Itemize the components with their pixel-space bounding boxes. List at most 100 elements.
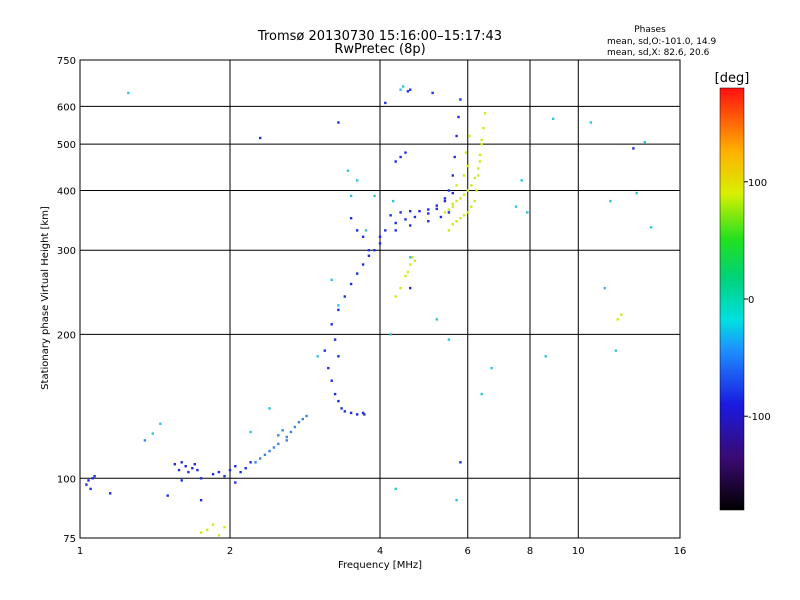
data-point	[109, 492, 112, 495]
data-point	[643, 140, 646, 144]
data-point	[394, 221, 397, 225]
data-point	[451, 205, 454, 208]
data-point	[389, 333, 392, 336]
data-point	[159, 422, 162, 425]
data-point	[462, 214, 466, 217]
data-point	[196, 468, 199, 472]
data-point	[93, 475, 96, 478]
data-point	[427, 208, 430, 211]
data-point	[394, 487, 397, 491]
data-point	[343, 410, 346, 413]
x-tick-label: 4	[377, 546, 383, 557]
x-tick-label: 10	[572, 546, 585, 557]
data-point	[480, 138, 483, 142]
chart-title: Tromsø 20130730 15:16:00–15:17:43	[257, 29, 502, 44]
y-tick-label: 200	[57, 330, 76, 341]
x-tick-label: 2	[227, 546, 233, 557]
data-point	[330, 379, 333, 382]
plot-grid	[80, 60, 680, 538]
data-point	[406, 270, 410, 274]
data-point	[180, 461, 183, 464]
data-point	[443, 199, 447, 203]
data-point	[399, 211, 402, 214]
data-point	[327, 366, 330, 370]
data-point	[520, 179, 523, 182]
x-tick-label: 16	[674, 546, 687, 557]
data-point	[482, 127, 485, 130]
data-point	[337, 399, 340, 403]
y-tick-label: 750	[57, 56, 76, 67]
data-point	[401, 85, 405, 88]
data-point	[244, 467, 247, 470]
data-point	[343, 295, 346, 298]
data-point	[435, 318, 438, 321]
data-point	[254, 461, 257, 464]
data-point	[259, 457, 262, 460]
data-point	[277, 442, 280, 446]
data-point	[632, 147, 635, 150]
data-point	[418, 210, 421, 213]
data-point	[361, 411, 365, 415]
data-point	[384, 101, 387, 105]
colorbar	[719, 87, 745, 511]
data-point	[478, 153, 482, 156]
data-point	[333, 338, 337, 341]
data-point	[191, 467, 194, 470]
data-point	[464, 151, 468, 154]
data-point	[337, 355, 340, 358]
data-point	[223, 526, 226, 529]
data-point	[127, 91, 130, 95]
data-point	[356, 229, 359, 232]
data-point	[187, 470, 190, 474]
data-point	[301, 417, 304, 421]
data-point	[404, 151, 407, 154]
data-point	[409, 263, 412, 266]
data-point	[234, 465, 237, 468]
y-axis-label: Stationary phase Virtual Height [km]	[40, 206, 51, 390]
data-point	[263, 453, 267, 456]
data-point	[473, 199, 476, 203]
data-point	[404, 218, 407, 221]
data-point	[427, 212, 430, 215]
data-point	[373, 194, 376, 197]
data-point	[473, 176, 476, 180]
data-point	[316, 355, 319, 358]
data-point	[609, 199, 612, 203]
data-point	[173, 463, 176, 466]
data-point	[447, 211, 451, 214]
colorbar-tick-label: -100	[748, 412, 771, 423]
data-point	[378, 242, 382, 245]
data-point	[268, 407, 271, 410]
data-point	[349, 194, 353, 197]
data-point	[367, 254, 371, 257]
data-point	[356, 272, 359, 275]
data-point	[211, 523, 215, 526]
data-point	[346, 169, 350, 172]
data-point	[404, 274, 407, 278]
data-point	[367, 249, 371, 252]
data-point	[466, 211, 469, 214]
data-point	[349, 411, 353, 415]
data-point	[272, 446, 276, 449]
data-point	[459, 217, 462, 220]
data-point	[211, 473, 215, 476]
data-point	[477, 167, 480, 170]
data-point	[526, 211, 529, 214]
data-point	[459, 197, 462, 200]
data-point	[451, 191, 454, 195]
chart-subtitle: RwPretec (8p)	[334, 42, 425, 57]
data-point	[451, 202, 454, 206]
data-point	[544, 355, 547, 358]
data-point	[649, 226, 653, 229]
data-point	[337, 121, 340, 124]
data-point	[470, 184, 473, 187]
y-tick-label: 600	[57, 102, 76, 113]
data-point	[228, 468, 232, 472]
data-point	[427, 220, 430, 223]
data-point	[447, 338, 451, 341]
data-point	[337, 308, 340, 312]
data-point	[206, 528, 209, 532]
data-point	[356, 179, 359, 182]
data-point	[363, 413, 366, 416]
data-point	[466, 189, 469, 192]
